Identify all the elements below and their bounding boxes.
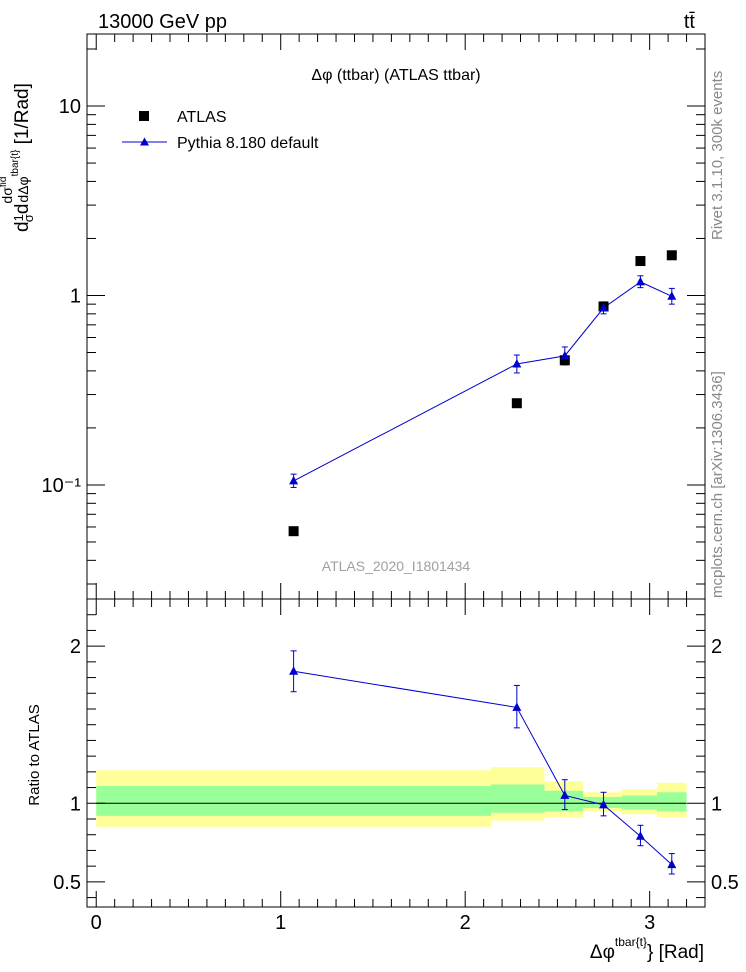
energy-label: 13000 GeV pp xyxy=(98,11,227,33)
ratio-band-inner xyxy=(621,795,658,810)
ratio-band-inner xyxy=(544,790,584,812)
mcplots-label: mcplots.cern.ch [arXiv:1306.3436] xyxy=(709,371,726,598)
main-ylabel-text: d1σddσfid dΔφtbar{t} [1/Rad] xyxy=(0,83,36,232)
ratio-ytick-label-right: 0.5 xyxy=(711,872,739,894)
ratio-xlabel: Δφtbar{t}} [Rad] xyxy=(590,935,704,963)
ratio-xtick-label: 1 xyxy=(275,912,286,934)
ratio-ytick-label-right: 1 xyxy=(711,793,722,815)
legend-atlas-marker xyxy=(139,111,149,121)
pythia-data-point xyxy=(289,475,299,485)
rivet-label: Rivet 3.1.10, 300k events xyxy=(709,71,726,240)
ratio-data-point xyxy=(599,799,609,809)
atlas-data-point xyxy=(666,250,677,261)
pythia-data-point xyxy=(599,302,609,312)
pythia-data-point xyxy=(667,291,677,300)
atlas-data-point xyxy=(635,256,646,267)
atlas-data-point xyxy=(288,526,299,537)
ratio-ylabel: Ratio to ATLAS xyxy=(26,704,43,805)
ratio-data-point xyxy=(289,666,299,675)
ratio-data-point xyxy=(512,702,522,711)
main-ytick-label: 10 xyxy=(59,96,81,118)
ratio-panel: Ratio to ATLAS Δφtbar{t}} [Rad] 0 1 2 3 2 2 1 1… xyxy=(26,598,739,963)
legend-atlas-label: ATLAS xyxy=(177,109,227,126)
ratio-data-point xyxy=(667,859,677,869)
ratio-data-point xyxy=(635,831,645,840)
atlas-data-point xyxy=(511,398,522,409)
pythia-series-line xyxy=(293,281,673,482)
ratio-band-inner xyxy=(491,784,545,813)
process-label: tt̄ xyxy=(684,11,696,33)
ratio-frame xyxy=(86,598,706,908)
ratio-band-inner xyxy=(96,786,492,816)
ratio-ytick-label-left: 2 xyxy=(70,636,81,658)
pythia-data-point xyxy=(512,358,522,368)
main-ytick-label: 1 xyxy=(70,285,81,307)
legend: ATLAS Pythia 8.180 default xyxy=(122,109,319,152)
main-ylabel: d1σddσfid dΔφtbar{t} [1/Rad] xyxy=(0,83,36,232)
ratio-bands xyxy=(96,767,687,827)
ratio-ytick-label-left: 1 xyxy=(70,793,81,815)
analysis-watermark: ATLAS_2020_I1801434 xyxy=(322,558,471,574)
main-ytick-label: 10⁻¹ xyxy=(42,475,82,497)
legend-pythia-marker xyxy=(140,137,149,146)
ratio-data-point xyxy=(560,790,570,799)
ratio-ytick-label-left: 0.5 xyxy=(53,872,81,894)
main-panel: Δφ (ttbar) (ATLAS ttbar) ATLAS_2020_I180… xyxy=(0,33,706,600)
pythia-data-point xyxy=(560,350,570,360)
ratio-xtick-label: 3 xyxy=(644,912,655,934)
ratio-xtick-label: 2 xyxy=(460,912,471,934)
ratio-band-inner xyxy=(657,792,687,812)
pythia-data-point xyxy=(635,276,645,286)
legend-pythia-label: Pythia 8.180 default xyxy=(177,135,319,152)
atlas-data-point xyxy=(559,355,570,366)
main-title: Δφ (ttbar) (ATLAS ttbar) xyxy=(311,67,480,84)
ratio-ytick-label-right: 2 xyxy=(711,636,722,658)
ratio-xtick-label: 0 xyxy=(91,912,102,934)
ratio-series-line xyxy=(293,670,673,865)
